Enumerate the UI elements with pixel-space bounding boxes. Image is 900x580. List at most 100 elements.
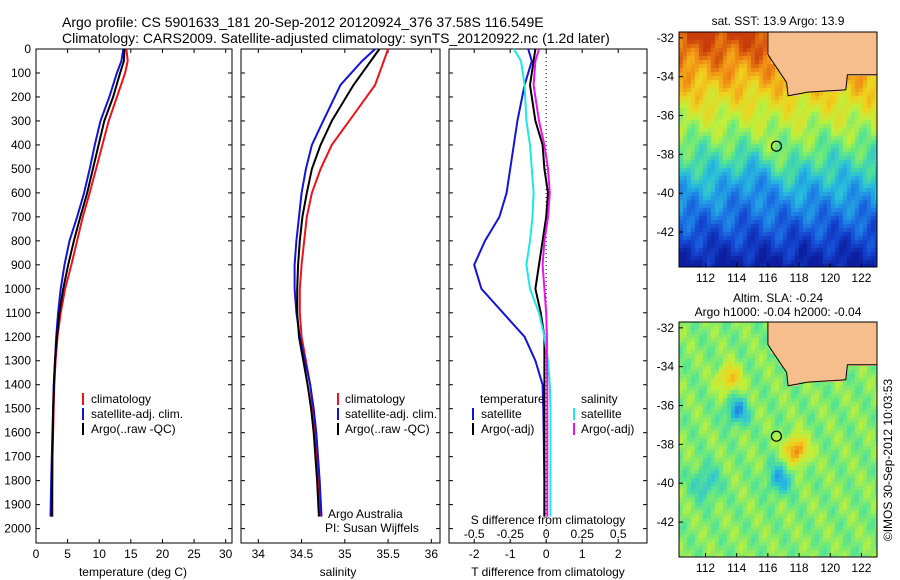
map-cell bbox=[835, 200, 839, 204]
map-cell bbox=[723, 232, 727, 236]
map-cell bbox=[727, 196, 731, 200]
map-cell bbox=[747, 84, 751, 88]
map-cell bbox=[735, 156, 739, 160]
map-cell bbox=[763, 116, 767, 120]
map-cell bbox=[831, 224, 835, 228]
map-cell bbox=[823, 192, 827, 196]
map-cell bbox=[739, 260, 743, 264]
map-cell bbox=[839, 382, 843, 386]
map-cell bbox=[755, 32, 759, 36]
map-cell bbox=[783, 264, 787, 267]
y-tick-label: 300 bbox=[11, 114, 31, 128]
map-cell bbox=[731, 382, 735, 386]
map-cell bbox=[867, 402, 871, 406]
map-cell bbox=[719, 418, 723, 422]
map-cell bbox=[771, 204, 775, 208]
map-cell bbox=[855, 44, 859, 48]
map-cell bbox=[743, 236, 747, 240]
map-cell bbox=[823, 354, 827, 358]
map-cell bbox=[815, 458, 819, 462]
map-cell bbox=[791, 44, 795, 48]
map-cell bbox=[731, 76, 735, 80]
map-cell bbox=[707, 442, 711, 446]
map-cell bbox=[875, 72, 877, 76]
map-cell bbox=[839, 100, 843, 104]
map-cell bbox=[695, 418, 699, 422]
map-cell bbox=[783, 168, 787, 172]
map-cell bbox=[739, 450, 743, 454]
map-cell bbox=[783, 236, 787, 240]
map-cell bbox=[823, 382, 827, 386]
map-cell bbox=[827, 184, 831, 188]
map-cell bbox=[823, 212, 827, 216]
map-cell bbox=[859, 354, 863, 358]
map-cell bbox=[679, 140, 683, 144]
map-cell bbox=[779, 462, 783, 466]
map-cell bbox=[731, 330, 735, 334]
map-cell bbox=[719, 124, 723, 128]
map-cell bbox=[743, 370, 747, 374]
map-cell bbox=[843, 132, 847, 136]
map-cell bbox=[695, 406, 699, 410]
map-cell bbox=[871, 342, 875, 346]
map-cell bbox=[683, 252, 687, 256]
map-cell bbox=[811, 454, 815, 458]
map-cell bbox=[819, 136, 823, 140]
map-cell bbox=[815, 220, 819, 224]
map-cell bbox=[843, 216, 847, 220]
map-cell bbox=[687, 136, 691, 140]
map-cell bbox=[819, 264, 823, 267]
map-cell bbox=[875, 454, 877, 458]
map-cell bbox=[775, 124, 779, 128]
map-cell bbox=[759, 454, 763, 458]
map-cell bbox=[811, 148, 815, 152]
map-cell bbox=[751, 80, 755, 84]
map-cell bbox=[823, 148, 827, 152]
map-cell bbox=[691, 40, 695, 44]
map-cell bbox=[683, 386, 687, 390]
map-cell bbox=[727, 172, 731, 176]
map-cell bbox=[867, 256, 871, 260]
map-cell bbox=[687, 248, 691, 252]
map-cell bbox=[687, 40, 691, 44]
map-cell bbox=[827, 112, 831, 116]
map-cell bbox=[847, 252, 851, 256]
map-cell bbox=[767, 100, 771, 104]
map-cell bbox=[871, 88, 875, 92]
map-cell bbox=[679, 168, 683, 172]
map-cell bbox=[787, 450, 791, 454]
map-cell bbox=[787, 386, 791, 390]
map-cell bbox=[767, 450, 771, 454]
map-cell bbox=[679, 160, 683, 164]
map-cell bbox=[855, 414, 859, 418]
map-cell bbox=[775, 208, 779, 212]
map-cell bbox=[783, 458, 787, 462]
map-cell bbox=[759, 180, 763, 184]
map-cell bbox=[851, 40, 855, 44]
map-cell bbox=[759, 188, 763, 192]
y-tick-label: 1000 bbox=[4, 282, 31, 296]
map-cell bbox=[727, 112, 731, 116]
map-cell bbox=[723, 44, 727, 48]
map-cell bbox=[799, 92, 803, 96]
map-cell bbox=[835, 96, 839, 100]
map-cell bbox=[803, 390, 807, 394]
map-cell bbox=[811, 188, 815, 192]
map-cell bbox=[811, 362, 815, 366]
map-cell bbox=[779, 196, 783, 200]
map-cell bbox=[711, 108, 715, 112]
map-cell bbox=[687, 330, 691, 334]
map-cell bbox=[783, 216, 787, 220]
map-cell bbox=[863, 244, 867, 248]
map-cell bbox=[787, 330, 791, 334]
map-cell bbox=[863, 394, 867, 398]
map-cell bbox=[739, 72, 743, 76]
map-cell bbox=[715, 330, 719, 334]
map-cell bbox=[743, 462, 747, 466]
map-cell bbox=[839, 252, 843, 256]
map-cell bbox=[683, 68, 687, 72]
map-cell bbox=[771, 124, 775, 128]
map-cell bbox=[755, 458, 759, 462]
map-cell bbox=[871, 374, 875, 378]
map-cell bbox=[775, 458, 779, 462]
